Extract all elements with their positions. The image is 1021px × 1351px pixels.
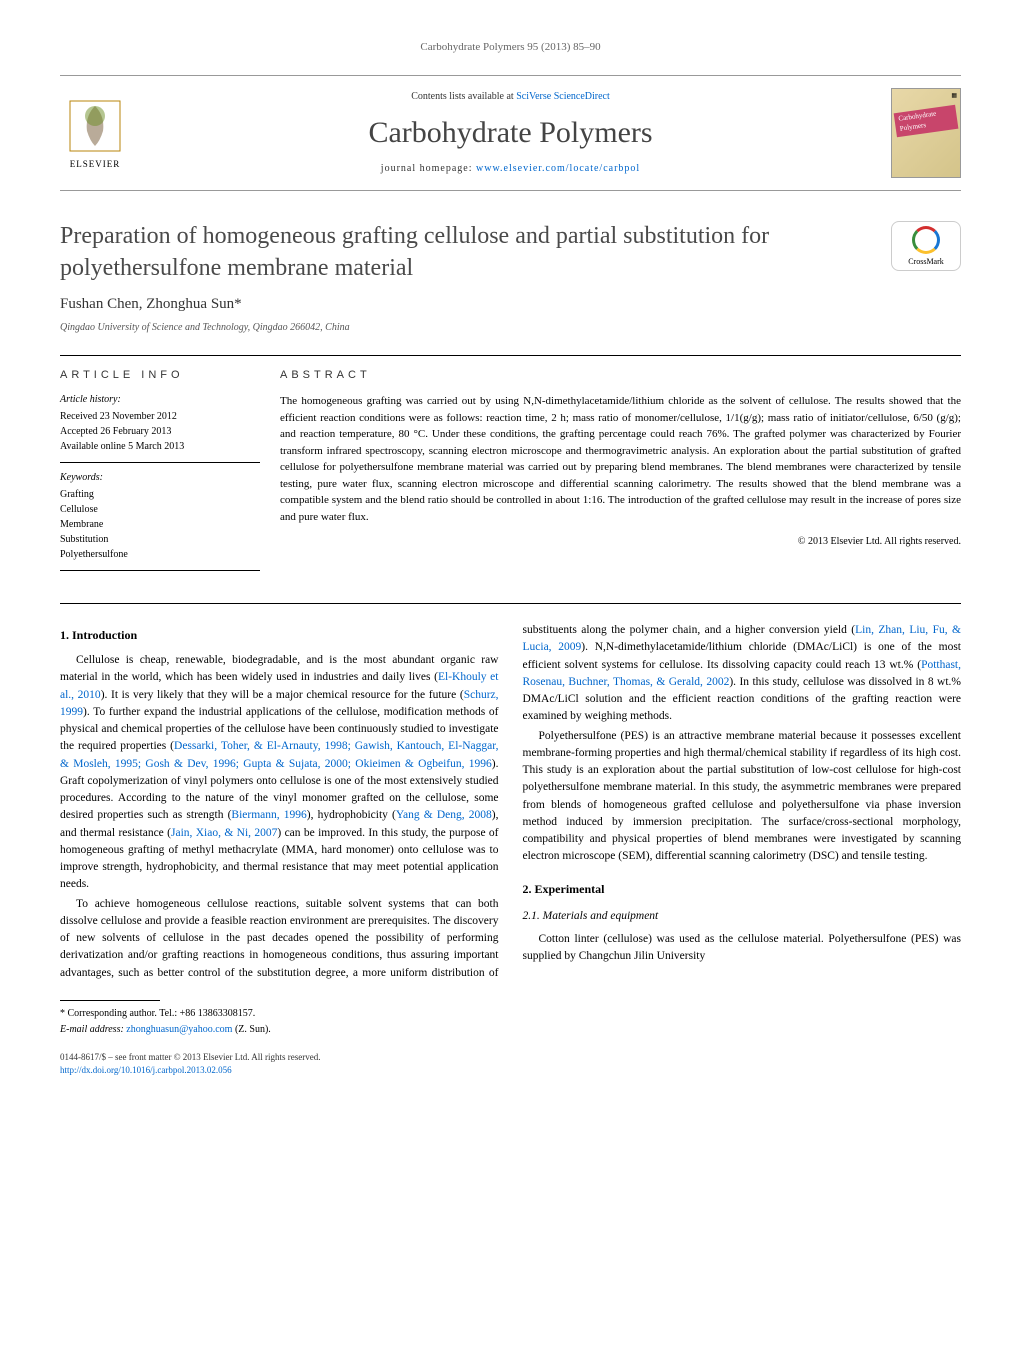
history-label: Article history: — [60, 393, 260, 407]
intro-paragraph-1: Cellulose is cheap, renewable, biodegrad… — [60, 652, 499, 894]
header-center: Contents lists available at SciVerse Sci… — [130, 90, 891, 176]
abstract-copyright: © 2013 Elsevier Ltd. All rights reserved… — [280, 535, 961, 549]
elsevier-tree-icon — [65, 96, 125, 156]
elsevier-logo: ELSEVIER — [60, 93, 130, 173]
journal-reference: Carbohydrate Polymers 95 (2013) 85–90 — [60, 40, 961, 55]
crossmark-badge[interactable]: CrossMark — [891, 221, 961, 271]
corresponding-author: * Corresponding author. Tel.: +86 138633… — [60, 1007, 961, 1021]
journal-name: Carbohydrate Polymers — [130, 112, 891, 154]
journal-cover-thumbnail: ▦ Carbohydrate Polymers — [891, 88, 961, 178]
title-row: Preparation of homogeneous grafting cell… — [60, 221, 961, 283]
accepted-date: Accepted 26 February 2013 — [60, 424, 260, 439]
text-span: ). N,N-dimethylacetamide/lithium chlorid… — [523, 641, 961, 670]
text-span: ), hydrophobicity ( — [307, 809, 396, 821]
citation-link[interactable]: Biermann, 1996 — [231, 809, 306, 821]
homepage-prefix: journal homepage: — [381, 163, 476, 174]
body-separator — [60, 603, 961, 604]
keywords-block: Keywords: Grafting Cellulose Membrane Su… — [60, 471, 260, 571]
citation-link[interactable]: Yang & Deng, 2008 — [396, 809, 492, 821]
text-span: ). It is very likely that they will be a… — [101, 689, 464, 701]
contents-available-line: Contents lists available at SciVerse Sci… — [130, 90, 891, 104]
homepage-link[interactable]: www.elsevier.com/locate/carbpol — [476, 163, 640, 174]
text-span: Cellulose is cheap, renewable, biodegrad… — [60, 654, 499, 683]
crossmark-circle-icon — [912, 226, 940, 254]
article-history-block: Article history: Received 23 November 20… — [60, 393, 260, 463]
footnote-separator — [60, 1000, 160, 1001]
journal-homepage-line: journal homepage: www.elsevier.com/locat… — [130, 162, 891, 176]
authors: Fushan Chen, Zhonghua Sun* — [60, 294, 961, 315]
citation-link[interactable]: Jain, Xiao, & Ni, 2007 — [171, 827, 277, 839]
online-date: Available online 5 March 2013 — [60, 439, 260, 454]
email-suffix: (Z. Sun). — [232, 1024, 270, 1035]
article-info-heading: ARTICLE INFO — [60, 368, 260, 383]
cover-title-label: Carbohydrate Polymers — [894, 105, 959, 137]
keyword: Polyethersulfone — [60, 547, 260, 562]
crossmark-label: CrossMark — [908, 256, 944, 267]
abstract-heading: ABSTRACT — [280, 368, 961, 383]
article-title: Preparation of homogeneous grafting cell… — [60, 221, 891, 283]
keyword: Grafting — [60, 487, 260, 502]
journal-header: ELSEVIER Contents lists available at Sci… — [60, 75, 961, 191]
sciencedirect-link[interactable]: SciVerse ScienceDirect — [516, 91, 610, 102]
body-text-columns: 1. Introduction Cellulose is cheap, rene… — [60, 622, 961, 982]
experimental-paragraph-1: Cotton linter (cellulose) was used as th… — [523, 931, 962, 966]
received-date: Received 23 November 2012 — [60, 409, 260, 424]
issn-line: 0144-8617/$ – see front matter © 2013 El… — [60, 1051, 961, 1064]
intro-heading: 1. Introduction — [60, 626, 499, 644]
keywords-label: Keywords: — [60, 471, 260, 485]
email-link[interactable]: zhonghuasun@yahoo.com — [126, 1024, 232, 1035]
keyword: Cellulose — [60, 502, 260, 517]
keyword: Membrane — [60, 517, 260, 532]
article-info-column: ARTICLE INFO Article history: Received 2… — [60, 368, 280, 579]
doi-block: 0144-8617/$ – see front matter © 2013 El… — [60, 1051, 961, 1076]
experimental-heading: 2. Experimental — [523, 880, 962, 898]
contents-prefix: Contents lists available at — [411, 91, 516, 102]
affiliation: Qingdao University of Science and Techno… — [60, 321, 961, 335]
info-abstract-row: ARTICLE INFO Article history: Received 2… — [60, 355, 961, 579]
materials-subheading: 2.1. Materials and equipment — [523, 908, 962, 925]
intro-paragraph-3: Polyethersulfone (PES) is an attractive … — [523, 728, 962, 866]
doi-link[interactable]: http://dx.doi.org/10.1016/j.carbpol.2013… — [60, 1065, 232, 1075]
cover-corner-icon: ▦ — [895, 92, 957, 100]
abstract-column: ABSTRACT The homogeneous grafting was ca… — [280, 368, 961, 579]
elsevier-text: ELSEVIER — [70, 158, 121, 171]
abstract-text: The homogeneous grafting was carried out… — [280, 393, 961, 525]
email-line: E-mail address: zhonghuasun@yahoo.com (Z… — [60, 1023, 961, 1037]
keyword: Substitution — [60, 532, 260, 547]
email-label: E-mail address: — [60, 1024, 126, 1035]
